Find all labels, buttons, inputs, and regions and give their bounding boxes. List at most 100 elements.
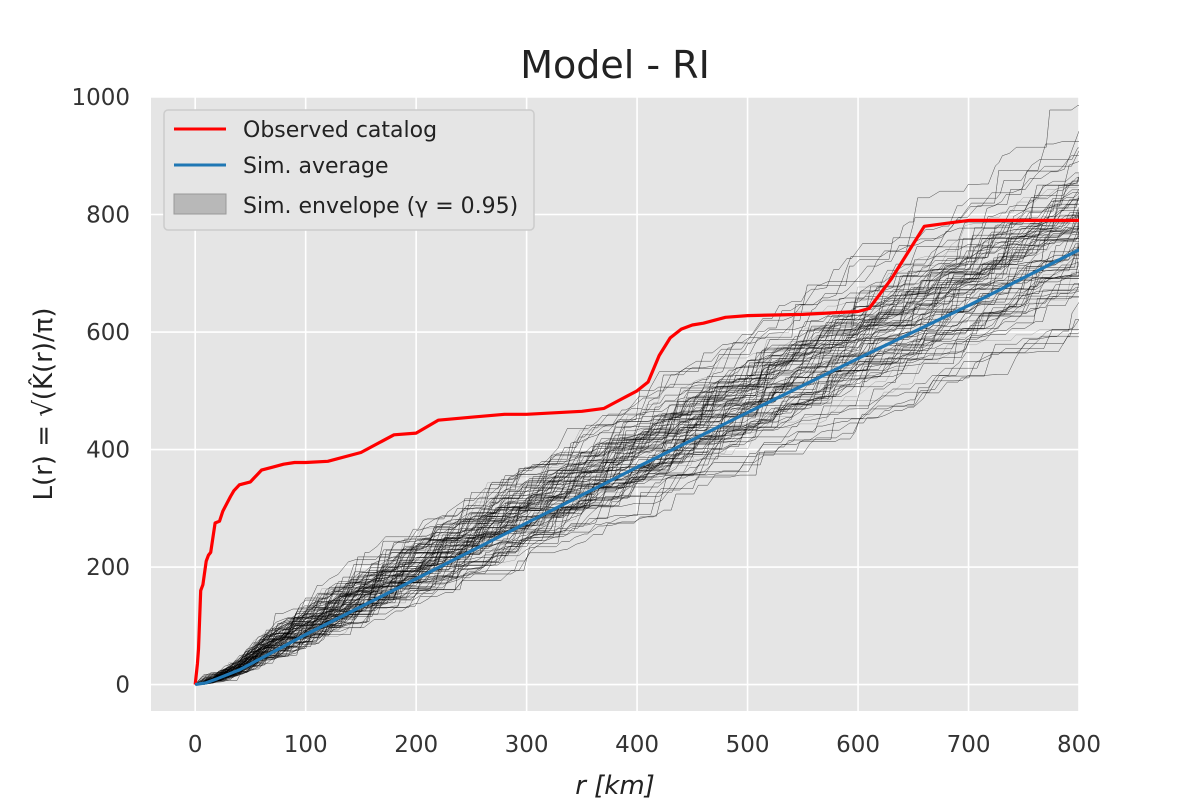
simulation-line (195, 230, 1079, 685)
simulation-line (195, 217, 1079, 685)
simulation-line (195, 319, 1079, 685)
simulation-line (195, 287, 1079, 685)
x-tick-label: 600 (836, 732, 880, 758)
legend: Observed catalog Sim. average Sim. envel… (163, 109, 535, 231)
simulation-line (195, 203, 1079, 685)
simulation-line (195, 226, 1079, 685)
simulation-line (195, 276, 1079, 685)
simulation-line (195, 332, 1079, 685)
simulation-line (195, 290, 1079, 685)
simulation-line (195, 241, 1079, 685)
simulation-line (195, 184, 1079, 685)
simulation-line (195, 150, 1079, 685)
simulation-line (195, 271, 1079, 685)
simulation-line (195, 150, 1079, 685)
simulation-line (195, 180, 1079, 685)
simulation-line (195, 176, 1079, 685)
simulation-line (195, 173, 1079, 685)
simulation-line (195, 180, 1079, 685)
simulation-line (195, 296, 1079, 685)
svg-text:L(r) = √(K̂(r)/π): L(r) = √(K̂(r)/π) (27, 307, 59, 500)
simulation-line (195, 203, 1079, 685)
simulation-line (195, 185, 1079, 685)
simulation-line (195, 283, 1079, 685)
x-axis-label: r [km] (575, 771, 655, 800)
simulation-line (195, 290, 1079, 685)
simulation-line (195, 336, 1079, 685)
simulation-line (195, 155, 1079, 685)
simulation-line (195, 289, 1079, 685)
simulation-line (195, 212, 1079, 685)
simulation-line (195, 211, 1079, 685)
simulation-line (195, 228, 1079, 685)
simulation-line (195, 319, 1079, 685)
simulation-line (195, 254, 1079, 685)
simulation-line (195, 275, 1079, 685)
simulation-line (195, 269, 1079, 685)
simulation-line (195, 217, 1079, 685)
simulation-line (195, 329, 1079, 685)
simulation-line (195, 319, 1079, 685)
simulation-line (195, 177, 1079, 685)
x-tick-label: 400 (615, 732, 659, 758)
simulation-line (195, 203, 1079, 685)
simulation-line (195, 221, 1079, 685)
simulation-line (195, 261, 1079, 685)
simulation-line (195, 141, 1079, 685)
simulation-line (195, 172, 1079, 685)
x-tick-label: 300 (505, 732, 549, 758)
simulation-line (195, 214, 1079, 685)
simulation-line (195, 243, 1079, 685)
simulation-line (195, 254, 1079, 685)
simulation-line (195, 195, 1079, 685)
simulation-line (195, 228, 1079, 685)
simulation-line (195, 197, 1079, 685)
simulation-line (195, 246, 1079, 685)
simulation-line (195, 214, 1079, 685)
simulation-line (195, 231, 1079, 685)
simulation-line (195, 241, 1079, 685)
simulation-line (195, 193, 1079, 685)
x-tick-label: 200 (394, 732, 438, 758)
simulation-line (195, 275, 1079, 685)
simulation-line (195, 199, 1079, 685)
y-tick-label: 0 (115, 673, 130, 699)
simulation-line (195, 262, 1079, 685)
simulation-line (195, 185, 1079, 685)
simulation-line (195, 227, 1079, 685)
simulation-line (195, 230, 1079, 685)
simulation-line (195, 227, 1079, 685)
simulation-line (195, 211, 1079, 685)
simulation-line (195, 188, 1079, 685)
simulation-line (195, 198, 1079, 685)
simulation-line (195, 210, 1079, 685)
simulation-line (195, 199, 1079, 685)
simulation-line (195, 276, 1079, 685)
simulation-line (195, 319, 1079, 685)
simulation-line (195, 209, 1079, 685)
simulation-line (195, 217, 1079, 685)
simulation-line (195, 193, 1079, 685)
x-tick-label: 0 (188, 732, 203, 758)
simulation-line (195, 203, 1079, 685)
simulation-line (195, 155, 1079, 685)
simulation-line (195, 213, 1079, 685)
simulation-line (195, 216, 1079, 685)
simulation-line (195, 186, 1079, 685)
legend-envelope-label: Sim. envelope (γ = 0.95) (243, 194, 518, 219)
simulation-line (195, 235, 1079, 685)
simulation-line (195, 287, 1079, 685)
simulation-line (195, 289, 1079, 685)
simulation-line (195, 243, 1079, 685)
simulation-line (195, 221, 1079, 685)
chart-title: Model - RI (520, 43, 710, 87)
simulation-line (195, 261, 1079, 685)
simulation-line (195, 336, 1079, 685)
simulation-line (195, 319, 1079, 685)
simulation-line (195, 217, 1079, 685)
simulation-line (195, 189, 1079, 685)
simulation-line (195, 216, 1079, 685)
simulation-line (195, 296, 1079, 685)
simulation-line (195, 243, 1079, 685)
simulation-line (195, 214, 1079, 685)
